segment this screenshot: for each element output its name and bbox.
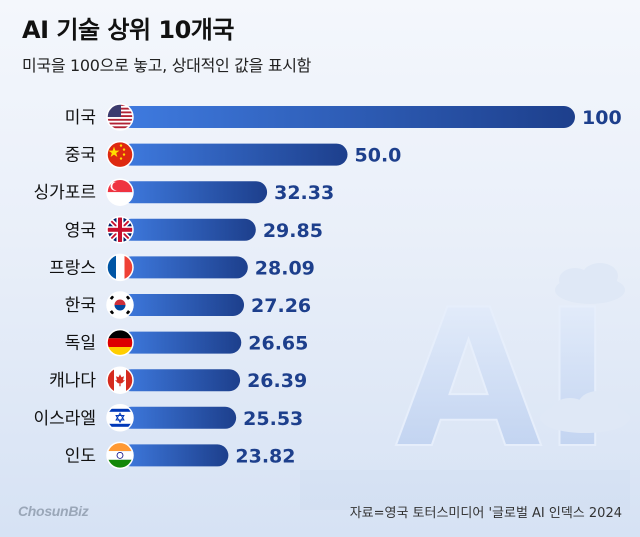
canada-flag-icon [106, 366, 134, 394]
korea-flag-icon [106, 291, 134, 319]
chart-title: AI 기술 상위 10개국 [22, 16, 234, 44]
bar [120, 143, 348, 166]
bar [120, 444, 229, 467]
category-label: 한국 [65, 296, 96, 316]
cloud-icon [540, 391, 630, 433]
israel-flag-icon [106, 404, 134, 432]
category-label: 중국 [65, 146, 96, 166]
value-label: 29.85 [263, 220, 323, 242]
category-label: 싱가포르 [33, 183, 96, 203]
value-label: 25.53 [243, 408, 303, 430]
bar [120, 106, 575, 128]
category-label: 이스라엘 [33, 409, 96, 429]
france-flag-icon [106, 253, 134, 282]
value-label: 26.65 [248, 333, 308, 355]
category-label: 미국 [65, 108, 96, 128]
bar [120, 406, 237, 429]
source-note: 자료=영국 토터스미디어 '글로벌 AI 인덱스 2024 [349, 506, 622, 521]
bar [120, 218, 256, 241]
value-label: 28.09 [255, 257, 315, 279]
us-flag-icon [106, 103, 134, 131]
bar [120, 369, 241, 392]
chart-subtitle: 미국을 100으로 놓고, 상대적인 값을 표시함 [22, 56, 312, 75]
china-flag-icon [106, 140, 134, 169]
category-label: 프랑스 [49, 258, 96, 278]
chosunbiz-logo: ChosunBiz [18, 503, 89, 519]
background-ai-text: AI [395, 269, 613, 490]
uk-flag-icon [106, 216, 134, 244]
category-label: 독일 [65, 334, 96, 354]
value-label: 50.0 [355, 145, 402, 167]
category-label: 인도 [65, 446, 96, 466]
category-label: 캐나다 [49, 371, 96, 391]
value-label: 26.39 [247, 370, 307, 392]
value-label: 32.33 [274, 182, 334, 204]
india-flag-icon [106, 441, 134, 470]
bar [120, 256, 248, 279]
value-label: 100 [582, 107, 622, 129]
bar [120, 331, 242, 354]
germany-flag-icon [106, 328, 134, 357]
singapore-flag-icon [106, 178, 134, 206]
bar [120, 181, 268, 204]
category-label: 영국 [65, 221, 96, 241]
value-label: 23.82 [235, 445, 295, 467]
bar [120, 294, 245, 316]
cloud-icon [555, 263, 625, 304]
value-label: 27.26 [251, 295, 311, 317]
